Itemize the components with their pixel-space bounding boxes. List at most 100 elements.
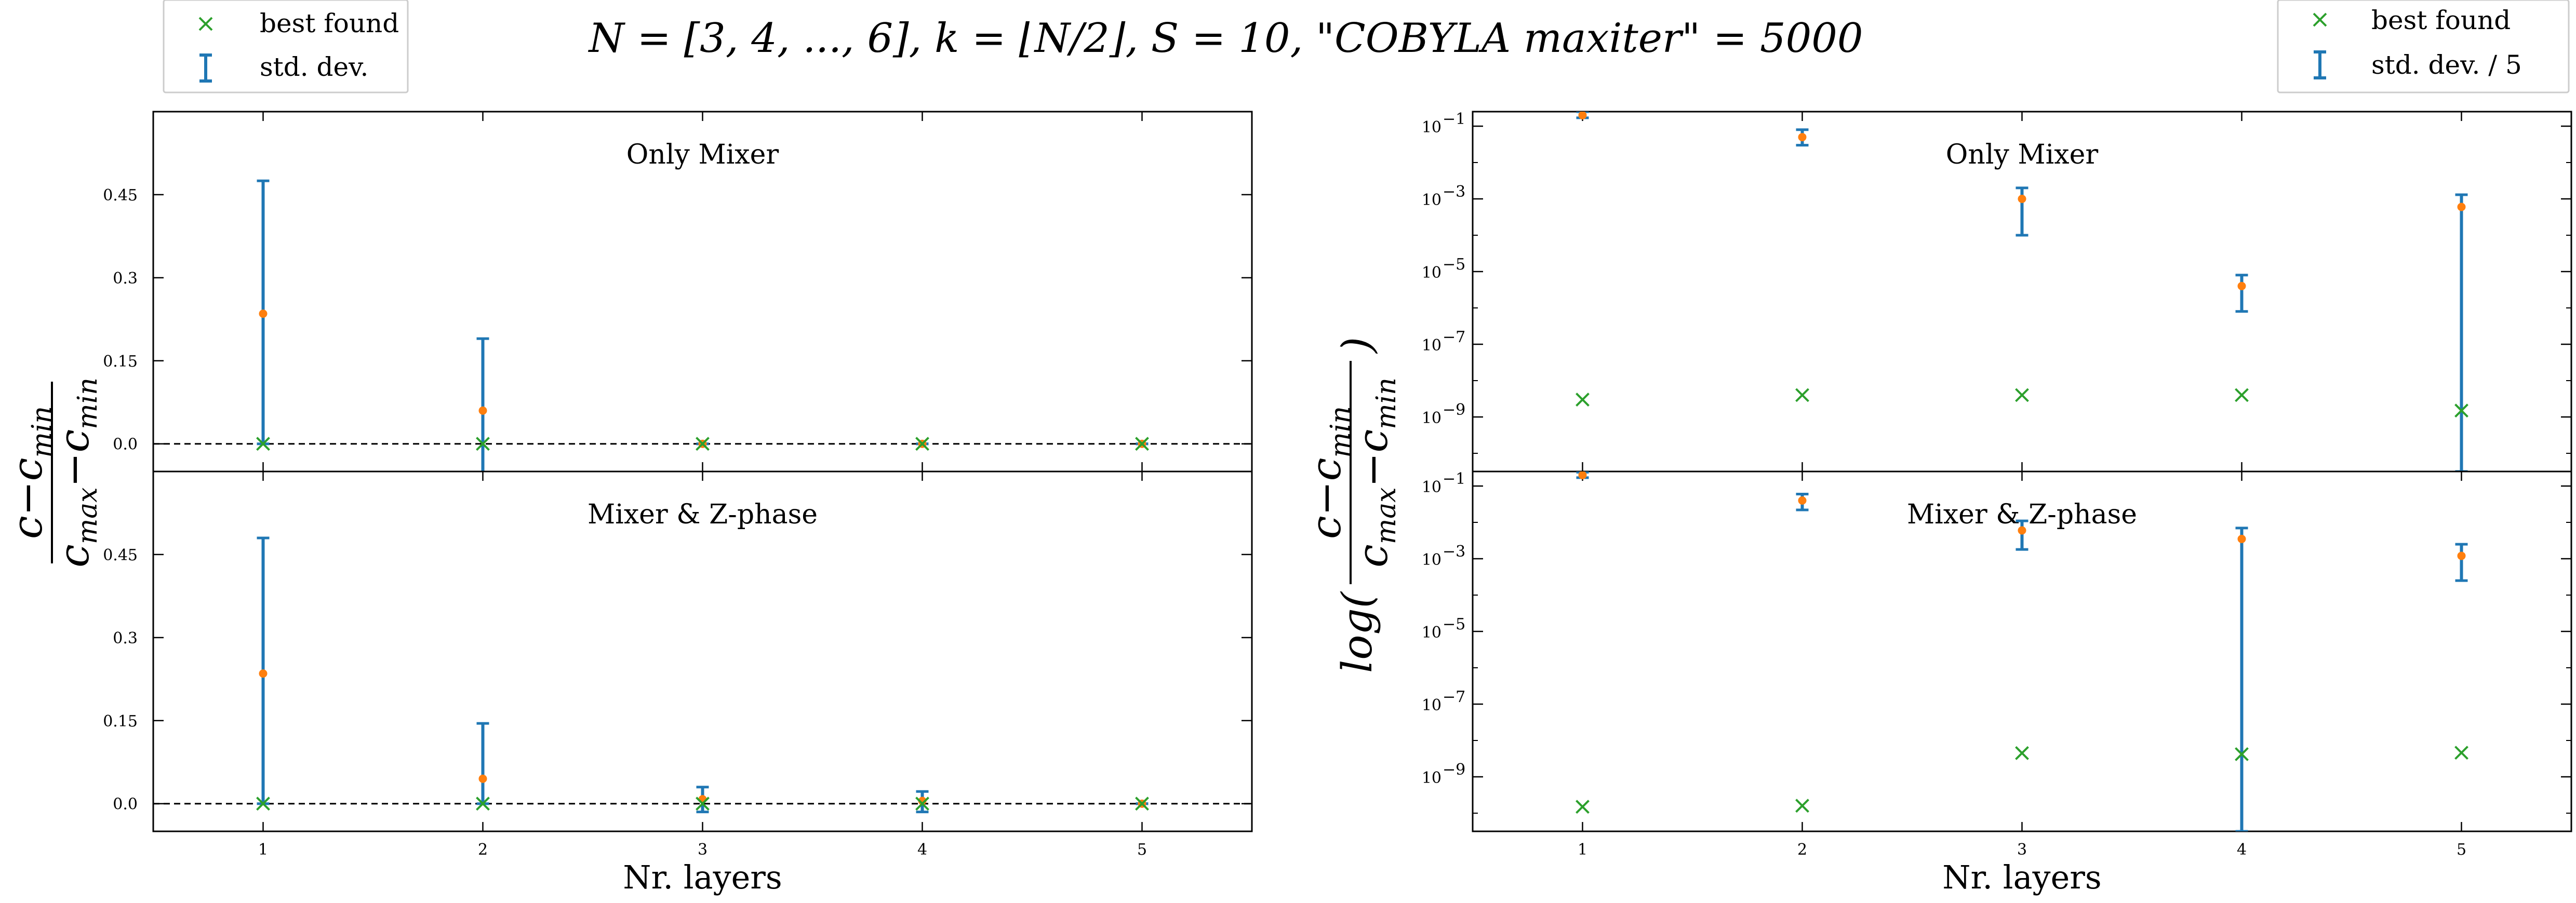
svg-text:c−cmin: c−cmin <box>1302 406 1356 539</box>
best-found-marker-b <box>1135 797 1149 811</box>
best-found-marker-b <box>476 797 490 811</box>
panel-title: Only Mixer <box>1946 139 2099 170</box>
best-found-marker-b <box>1576 393 1590 407</box>
legend-left-frame <box>163 0 409 93</box>
right-ylabel-den-mid: −c <box>1349 429 1397 488</box>
left-y-axis-label: c−cmin cmax−cmin <box>3 378 103 568</box>
svg-text:cmax−cmin: cmax−cmin <box>50 378 103 568</box>
left-ylabel-den: c <box>50 544 98 568</box>
best-found-marker-b <box>915 437 929 451</box>
legend-left-std-label: std. dev. <box>260 52 368 82</box>
right-ylabel-den: c <box>1349 544 1397 568</box>
x-tick-label: 4 <box>2237 841 2247 859</box>
panel-marks <box>1576 112 2468 471</box>
y-tick-label: 0.15 <box>103 712 138 731</box>
y-tick-label: 0.0 <box>113 436 138 454</box>
legend-left-std-marker <box>199 53 212 83</box>
best-found-marker-b <box>476 437 490 451</box>
y-tick-label: 0.3 <box>113 629 138 648</box>
mean-point <box>2457 203 2466 211</box>
x-tick-label: 1 <box>1578 841 1587 859</box>
best-found-marker-b <box>915 797 929 811</box>
mean-point <box>2237 534 2246 543</box>
y-tick-exponent: −9 <box>1443 761 1465 779</box>
y-tick-label: 0.15 <box>103 353 138 371</box>
y-tick-label: 10 <box>1422 409 1442 427</box>
right-ylabel-prefix: log( <box>1333 591 1381 673</box>
right-ylabel-den-sub2: min <box>1371 378 1402 429</box>
mean-point <box>1798 133 1807 142</box>
legend-left: best found std. dev. <box>163 0 409 93</box>
right-y-axis-label: log( c−cmin cmax−cmin ) <box>1302 337 1402 673</box>
best-found-marker-b <box>2015 388 2029 402</box>
panel-marks <box>256 179 1149 471</box>
mean-point <box>478 406 487 415</box>
y-tick-label: 10 <box>1422 118 1442 137</box>
panel-marks <box>256 536 1149 814</box>
y-tick-exponent: −5 <box>1443 615 1465 634</box>
right-ylabel-suffix: ) <box>1333 337 1381 354</box>
mean-point <box>478 774 487 783</box>
mean-point <box>1578 112 1587 119</box>
figure-headline: N = [3, 4, ..., 6], k = ⌊N/2⌋, S = 10, "… <box>588 15 1863 62</box>
legend-left-best-marker <box>198 17 213 31</box>
legend-right-best-label: best found <box>2371 5 2511 35</box>
legend-right: best found std. dev. / 5 <box>2277 0 2570 93</box>
best-found-marker-b <box>256 437 270 451</box>
mean-point <box>259 669 268 678</box>
panel-title: Only Mixer <box>626 139 779 170</box>
mean-point <box>1798 496 1807 505</box>
best-found-marker-b <box>1795 799 1809 813</box>
left-ylabel-den-mid: −c <box>50 429 98 488</box>
best-found-marker-b <box>2235 388 2249 402</box>
y-tick-label: 10 <box>1422 336 1442 355</box>
y-tick-exponent: −7 <box>1443 688 1465 706</box>
legend-right-frame <box>2277 0 2570 93</box>
x-tick-label: 1 <box>258 841 268 859</box>
y-tick-label: 10 <box>1422 769 1442 787</box>
best-found-marker-b <box>256 797 270 811</box>
y-tick-label: 10 <box>1422 191 1442 209</box>
mean-point <box>2457 551 2466 560</box>
y-tick-exponent: −9 <box>1443 401 1465 419</box>
y-tick-label: 10 <box>1422 551 1442 569</box>
legend-right-best-marker <box>2313 12 2327 27</box>
x-axis-label: Nr. layers <box>623 858 782 896</box>
y-tick-label: 10 <box>1422 624 1442 642</box>
x-tick-label: 2 <box>478 841 488 859</box>
y-tick-label: 0.3 <box>113 269 138 288</box>
y-tick-label: 10 <box>1422 478 1442 496</box>
y-tick-label: 0.0 <box>113 796 138 814</box>
left-ylabel-den-sub1: max <box>72 487 103 544</box>
y-tick-exponent: −5 <box>1443 255 1465 274</box>
best-found-marker-b <box>1576 800 1590 814</box>
x-tick-label: 5 <box>1137 841 1147 859</box>
panel-left-bottom: Mixer & Z-phase 1 2 3 4 5 0.0 0.15 0.3 0.45 Nr. la… <box>103 470 1253 896</box>
best-found-marker-b <box>2454 403 2468 418</box>
panel-marks <box>1576 471 2468 831</box>
y-tick-label: 0.45 <box>103 546 138 564</box>
chart-panels: Only Mixer 0.0 0.15 0.3 0.45 Mixer & Z-phase 1… <box>103 110 2572 896</box>
x-tick-label: 3 <box>698 841 708 859</box>
best-found-marker-b <box>696 797 710 811</box>
x-tick-label: 5 <box>2457 841 2466 859</box>
y-tick-exponent: −3 <box>1443 183 1465 201</box>
best-found-marker-b <box>1795 388 1809 402</box>
best-found-marker-b <box>1135 437 1149 451</box>
legend-right-std-marker <box>2314 50 2326 79</box>
best-found-marker-b <box>2454 746 2468 760</box>
best-found-marker-b <box>2235 747 2249 761</box>
y-tick-label: 0.45 <box>103 186 138 205</box>
best-found-marker-b <box>696 437 710 451</box>
mean-point <box>1578 471 1587 479</box>
x-tick-label: 2 <box>1797 841 1807 859</box>
right-ylabel-den-sub1: max <box>1371 487 1402 544</box>
y-tick-exponent: −3 <box>1443 543 1465 561</box>
x-tick-label: 4 <box>917 841 927 859</box>
y-tick-label: 10 <box>1422 696 1442 715</box>
legend-left-best-label: best found <box>260 8 399 38</box>
mean-point <box>2018 526 2026 535</box>
